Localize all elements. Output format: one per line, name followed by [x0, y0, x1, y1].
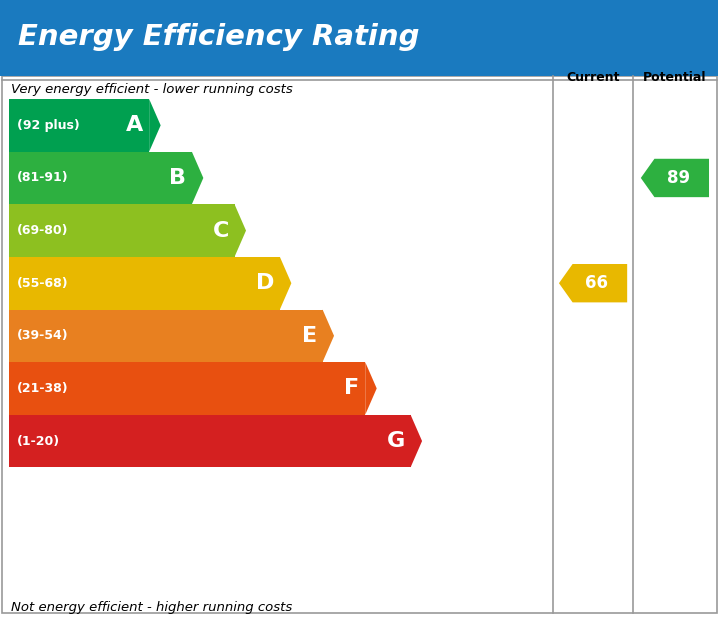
Text: Not energy efficient - higher running costs: Not energy efficient - higher running co… — [11, 601, 292, 615]
Polygon shape — [559, 264, 628, 303]
Text: Potential: Potential — [643, 71, 707, 85]
Bar — [9, 204, 235, 257]
Text: (92 plus): (92 plus) — [17, 119, 80, 132]
Bar — [9, 152, 192, 204]
Text: 66: 66 — [585, 274, 608, 292]
Bar — [9, 362, 365, 415]
Polygon shape — [280, 257, 292, 310]
Bar — [9, 310, 322, 362]
Bar — [9, 415, 411, 467]
Text: (21-38): (21-38) — [17, 382, 69, 395]
Text: 89: 89 — [667, 169, 690, 187]
Text: Very energy efficient - lower running costs: Very energy efficient - lower running co… — [11, 83, 292, 97]
Text: (69-80): (69-80) — [17, 224, 69, 237]
Text: D: D — [256, 273, 274, 293]
Text: (81-91): (81-91) — [17, 171, 69, 184]
Bar — [0, 0, 718, 76]
Text: E: E — [302, 326, 317, 346]
Polygon shape — [640, 158, 709, 197]
Polygon shape — [149, 99, 161, 152]
Polygon shape — [365, 362, 377, 415]
Text: F: F — [345, 378, 360, 399]
Text: C: C — [213, 220, 229, 241]
Polygon shape — [192, 152, 203, 204]
Text: A: A — [126, 115, 144, 136]
Polygon shape — [411, 415, 422, 467]
Bar — [9, 257, 280, 310]
Text: B: B — [169, 168, 186, 188]
Text: (55-68): (55-68) — [17, 277, 69, 290]
Text: Energy Efficiency Rating: Energy Efficiency Rating — [18, 23, 419, 51]
Bar — [2, 76, 717, 613]
Text: G: G — [386, 431, 405, 451]
Text: Current: Current — [567, 71, 620, 85]
Text: (39-54): (39-54) — [17, 329, 69, 342]
Bar — [9, 99, 149, 152]
Polygon shape — [322, 310, 334, 362]
Text: (1-20): (1-20) — [17, 435, 60, 448]
Polygon shape — [235, 204, 246, 257]
